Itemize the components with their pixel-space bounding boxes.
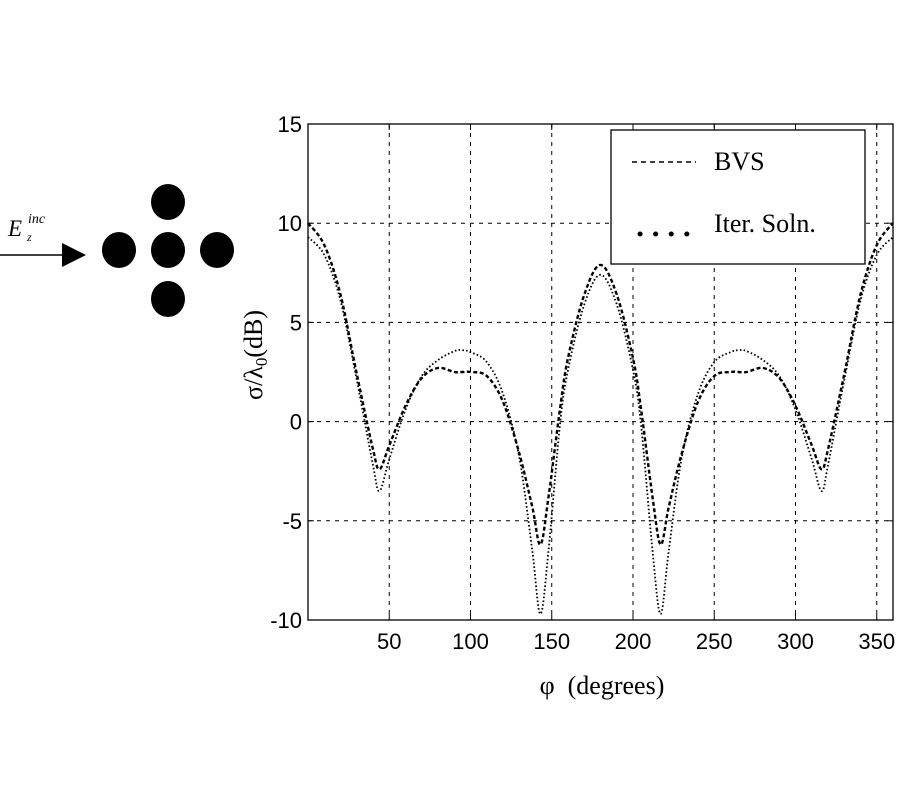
legend-bvs-label: BVS <box>714 147 765 176</box>
rcs-chart: 50 100 150 200 250 300 350 -10 -5 0 5 10 15 BVS Iter… <box>239 112 895 700</box>
plot-frame <box>307 123 894 621</box>
x-tick-label: 150 <box>533 629 570 654</box>
iter-soln-curve <box>307 236 894 615</box>
cylinder-center <box>151 232 185 268</box>
x-tick-label: 50 <box>377 629 401 654</box>
cylinder-left <box>102 232 136 268</box>
incident-field-superscript: inc <box>28 212 46 227</box>
y-axis-label-main: σ/λ <box>239 366 268 400</box>
y-axis-label-sub: 0 <box>252 358 271 367</box>
y-axis-label-unit: (dB) <box>239 310 268 358</box>
x-tick-label: 250 <box>696 629 733 654</box>
scatterer-diagram: E inc z <box>0 184 234 317</box>
cylinder-right <box>200 232 234 268</box>
cylinder-top <box>151 184 185 220</box>
svg-text:σ/λ0(dB): σ/λ0(dB) <box>239 310 271 400</box>
y-axis-label: σ/λ0(dB) <box>239 310 271 400</box>
x-tick-label: 200 <box>615 629 652 654</box>
axis-ticks: 50 100 150 200 250 300 350 -10 -5 0 5 10 15 <box>270 112 895 654</box>
incident-arrow-head <box>62 243 86 267</box>
plot-curves <box>307 222 894 615</box>
bvs-curve <box>307 222 894 546</box>
x-axis-label: φ (degrees) <box>540 671 665 700</box>
incident-field-subscript: z <box>26 230 32 244</box>
y-tick-label: 5 <box>290 310 302 335</box>
y-tick-label: 0 <box>290 410 302 435</box>
y-tick-label: 15 <box>278 112 302 137</box>
y-tick-label: -5 <box>282 509 302 534</box>
x-tick-label: 100 <box>452 629 489 654</box>
legend-iter-label: Iter. Soln. <box>714 209 816 238</box>
y-tick-label: 10 <box>278 211 302 236</box>
legend-box <box>610 129 866 265</box>
cylinder-bottom <box>151 281 185 317</box>
x-tick-label: 300 <box>777 629 814 654</box>
legend: BVS Iter. Soln. <box>610 129 866 265</box>
y-tick-label: -10 <box>270 608 302 633</box>
incident-field-label: E <box>7 216 22 241</box>
x-tick-label: 350 <box>858 629 895 654</box>
